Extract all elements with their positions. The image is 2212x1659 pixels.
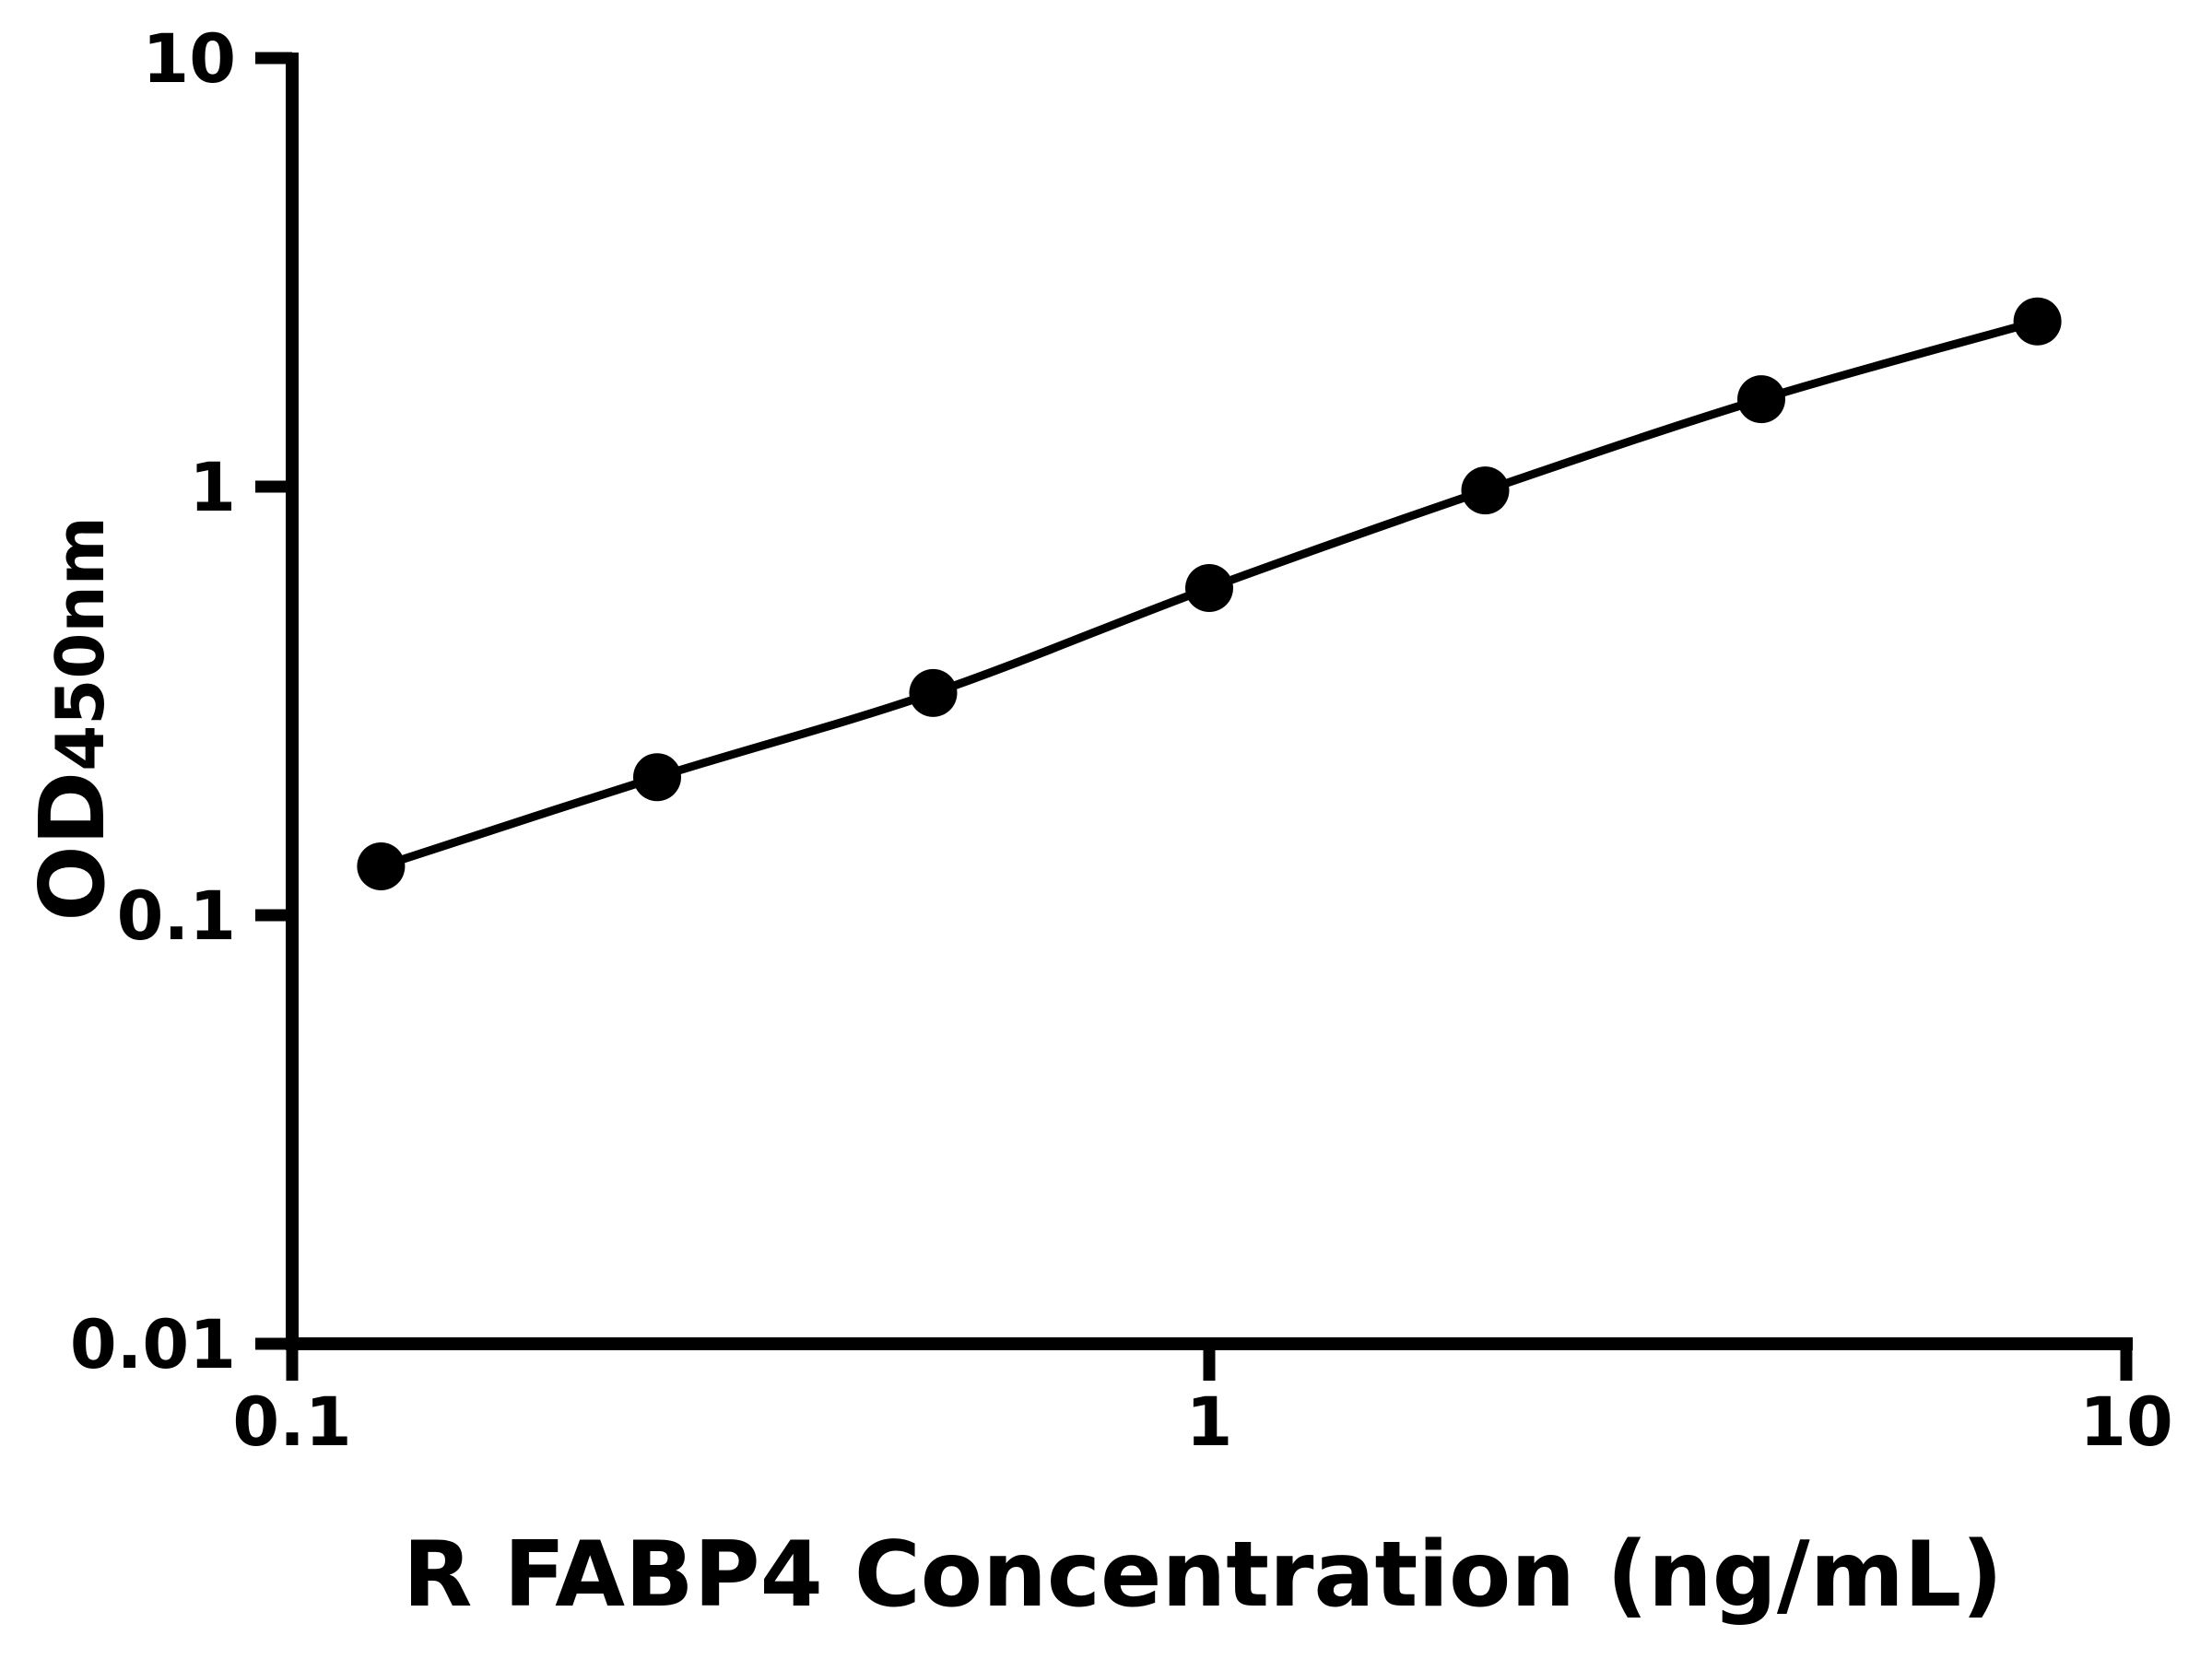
data-points [357,297,2062,890]
series-standard-curve [357,297,2062,890]
y-axis-title-subscript: 450nm [41,516,119,771]
y-tick-label: 0.01 [70,1306,236,1384]
x-tick-label: 1 [1186,1383,1233,1462]
data-point-marker [1737,375,1785,424]
data-point-marker [2013,297,2062,346]
x-axis: 0.1 1 10 [232,1337,2173,1462]
y-tick-label: 1 [189,449,236,527]
data-point-marker [1185,564,1233,612]
data-point-marker [1461,466,1510,515]
x-tick-label: 0.1 [232,1383,351,1462]
y-axis-title: OD450nm [20,516,124,922]
x-tick-label: 10 [2079,1383,2173,1462]
y-axis-title-main: OD [20,771,124,922]
x-axis-ticks [286,1344,2133,1381]
data-point-marker [909,668,958,717]
y-axis: 10 1 0.1 0.01 [70,20,299,1384]
data-point-marker [633,753,681,802]
x-axis-tick-labels: 0.1 1 10 [232,1383,2172,1462]
y-axis-tick-labels: 10 1 0.1 0.01 [70,20,236,1384]
y-tick-label: 0.1 [117,877,236,956]
data-point-marker [357,842,406,890]
x-axis-title: R FABP4 Concentration (ng/mL) [403,1523,2003,1628]
y-tick-label: 10 [142,20,236,99]
